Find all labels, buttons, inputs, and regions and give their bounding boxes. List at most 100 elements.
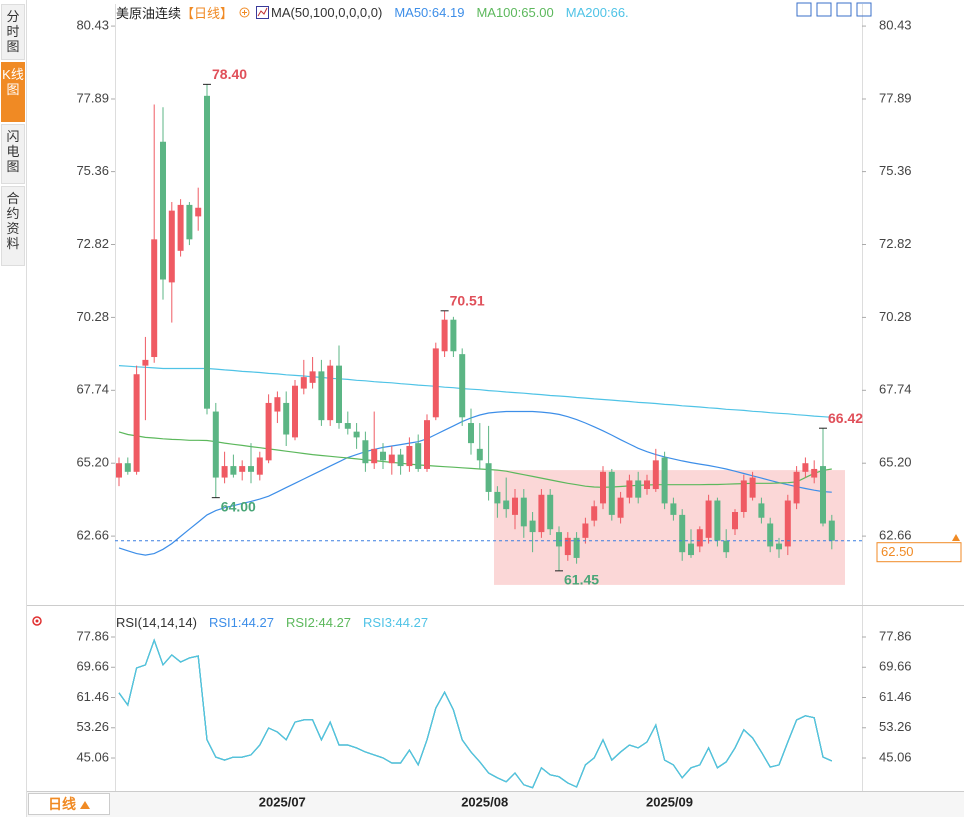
- candle-body: [309, 371, 316, 383]
- y-tick-label: 61.46: [879, 689, 912, 704]
- legend-entry: RSI3:44.27: [363, 615, 429, 630]
- y-tick-label: 69.66: [879, 659, 912, 674]
- candle-body: [811, 468, 818, 478]
- candle-body: [318, 371, 325, 421]
- candle-body: [274, 397, 281, 412]
- y-tick-label: 45.06: [879, 749, 912, 764]
- candle-body: [256, 457, 263, 475]
- series-line: [118, 638, 833, 789]
- candle-body: [371, 448, 378, 464]
- series-line: [118, 410, 832, 556]
- y-tick-label: 80.43: [76, 18, 109, 33]
- indicator-icon[interactable]: [256, 6, 270, 19]
- candle-body: [494, 491, 501, 504]
- candle-body: [327, 365, 334, 421]
- caret: [80, 800, 90, 809]
- legend-entry: RSI1:44.27: [208, 615, 274, 630]
- y-tick-label: 67.74: [879, 382, 912, 397]
- series-line: [118, 638, 833, 789]
- candle-body: [441, 319, 448, 352]
- y-tick-label: 53.26: [879, 719, 912, 734]
- candle-body: [758, 503, 765, 518]
- sidebar: 分时图 K线图 闪电图 合约资料: [0, 0, 27, 817]
- period-label: 【日线】: [181, 6, 234, 21]
- add-icon[interactable]: [239, 7, 250, 18]
- candle-body: [538, 494, 545, 533]
- tab[interactable]: 闪电图: [1, 124, 25, 184]
- candle-body: [529, 520, 536, 533]
- candle-body: [248, 466, 254, 472]
- tool-button[interactable]: [816, 2, 832, 17]
- candle-body: [767, 523, 774, 547]
- candle-body: [142, 359, 149, 366]
- candle-body: [221, 466, 228, 478]
- candle-body: [380, 451, 386, 461]
- candle-body: [344, 423, 351, 429]
- y-tick-label: 80.43: [879, 18, 912, 33]
- candle-body: [591, 506, 598, 521]
- candle-body: [820, 466, 826, 524]
- candle-body: [793, 471, 800, 504]
- candle-body: [151, 239, 158, 358]
- candle-body: [485, 463, 492, 492]
- candle-body: [556, 532, 562, 547]
- candle-body: [679, 514, 686, 553]
- candle-body: [362, 440, 369, 464]
- candle-body: [353, 431, 360, 438]
- y-tick-label: 62.66: [879, 528, 912, 543]
- candle-body: [784, 500, 791, 547]
- tab[interactable]: K线图: [1, 62, 25, 122]
- candle-body: [564, 537, 571, 556]
- candle-body: [520, 497, 527, 527]
- candle-body: [732, 512, 738, 530]
- period-button[interactable]: 日线: [28, 793, 110, 815]
- candle-body: [265, 402, 272, 461]
- legend-entry: MA200:66.: [565, 5, 629, 20]
- price-marker: [952, 534, 960, 541]
- candle-body: [160, 141, 166, 280]
- tool-button[interactable]: [796, 2, 812, 17]
- candle-body: [608, 471, 615, 515]
- tab[interactable]: 合约资料: [1, 186, 25, 266]
- candle-body: [283, 402, 290, 435]
- candle-body: [204, 95, 210, 409]
- candle-body: [468, 423, 474, 444]
- candle-body: [292, 385, 298, 438]
- candle-body: [133, 374, 140, 472]
- x-tick-label: 2025/09: [646, 794, 693, 809]
- candle-body: [802, 463, 809, 472]
- period-button-label: 日线: [48, 796, 76, 812]
- candle-body: [688, 543, 694, 556]
- candle-body: [230, 466, 237, 475]
- candle-body: [450, 319, 457, 352]
- candle-body: [177, 204, 184, 251]
- candle-body: [512, 497, 518, 515]
- candle-body: [116, 463, 122, 478]
- y-tick-label: 72.82: [879, 236, 912, 251]
- highlight-zone: [494, 470, 845, 585]
- candle-body: [388, 454, 395, 464]
- chart-title: 美原油连续: [116, 6, 182, 21]
- candle-body: [459, 354, 466, 418]
- indicator-label: MA(50,100,0,0,0,0): [271, 5, 383, 20]
- toolbar: [796, 2, 872, 17]
- candle-body: [644, 480, 650, 490]
- y-tick-label: 67.74: [76, 382, 109, 397]
- candle-body: [740, 480, 747, 513]
- annotation: 61.45: [564, 572, 599, 588]
- tool-button[interactable]: [836, 2, 852, 17]
- tab[interactable]: 分时图: [1, 4, 25, 60]
- candle-body: [397, 454, 404, 467]
- y-tick-label: 61.46: [76, 689, 109, 704]
- y-tick-label: 77.86: [879, 628, 912, 643]
- candle-body: [652, 460, 659, 490]
- tool-button[interactable]: [856, 2, 872, 17]
- candle-body: [749, 477, 756, 498]
- rsi-settings-icon[interactable]: [32, 616, 42, 626]
- series-line: [118, 365, 832, 418]
- annotation: 70.51: [450, 293, 485, 309]
- candle-body: [696, 529, 703, 547]
- candle-body: [705, 500, 712, 538]
- candle-body: [300, 377, 307, 389]
- candle-body: [476, 448, 483, 461]
